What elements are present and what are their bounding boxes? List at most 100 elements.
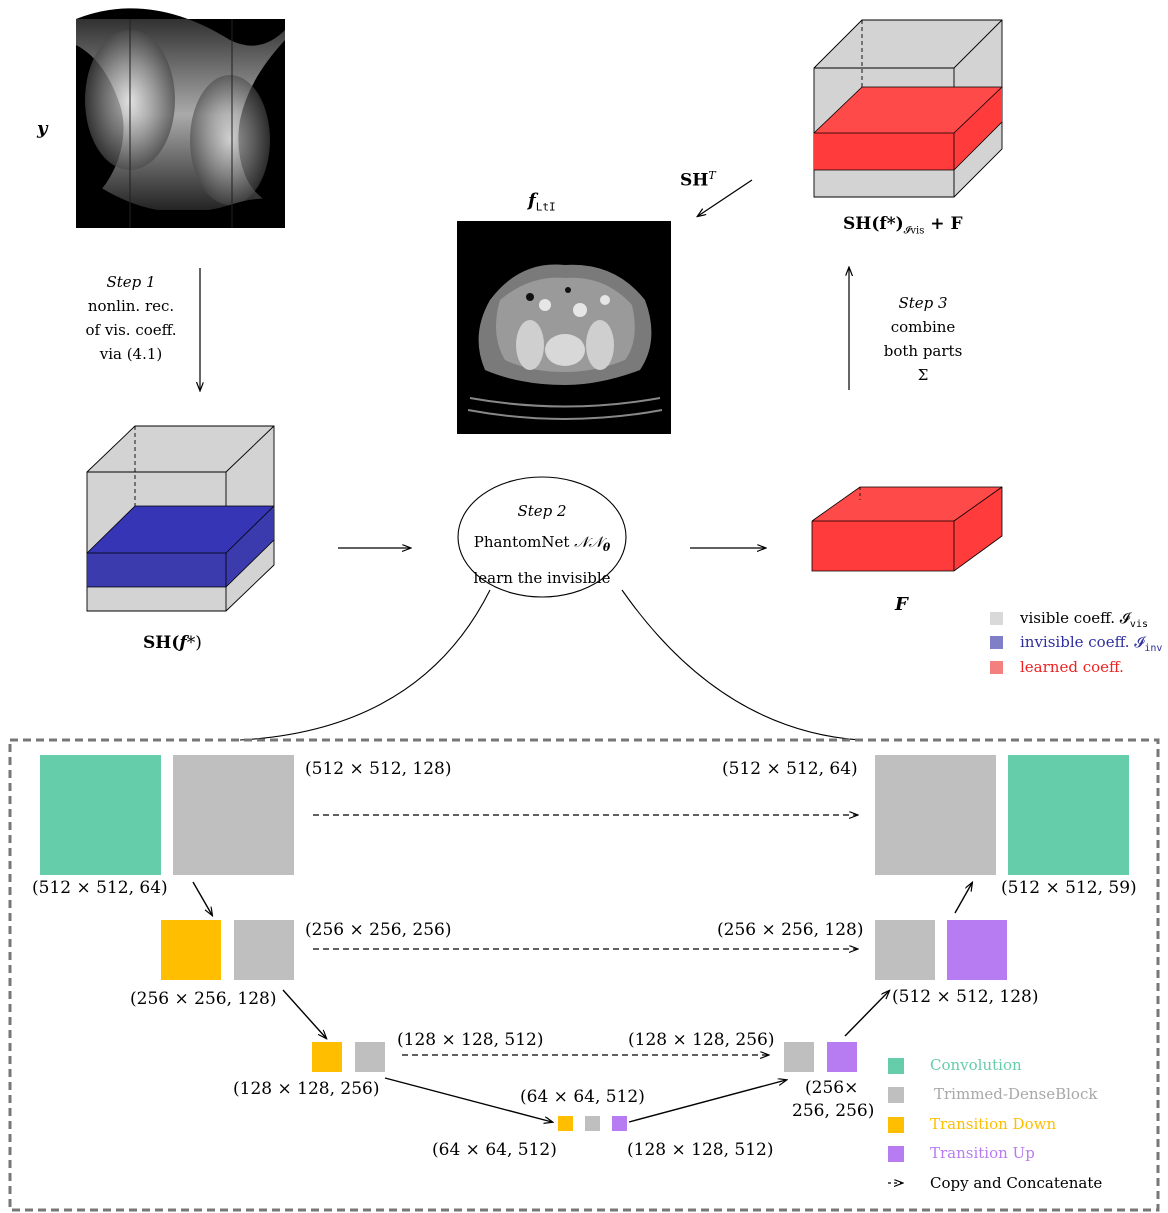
step1-text: Step 1 nonlin. rec. of vis. coeff. via (… [76,270,186,366]
legend-dense-swatch [888,1087,904,1103]
dim-label-9: (128 × 128, 512) [397,1030,544,1050]
sht-text: SH [680,170,709,191]
sinogram-image [76,8,285,228]
step2-line2: learn the invisible [473,569,611,587]
legend-learned-swatch [990,661,1003,674]
sht-sup: T [708,169,716,182]
sht-arrow [698,179,753,216]
dense-block-enc3 [355,1042,385,1072]
legend-down-text: Transition Down [930,1115,1057,1133]
left-cube-label: SH(f*) [143,633,202,653]
dim-label-12b: 256, 256) [792,1101,875,1121]
step3-line1: combine [890,318,956,336]
legend-invisible-sub: inv [1144,643,1163,654]
down-block-3 [558,1116,573,1131]
dim-label-4: (512 × 512, 59) [1001,878,1137,898]
learned-slab [811,486,1003,572]
f-lti-sub: LtI [535,200,556,214]
dense-block-enc1 [173,755,294,875]
step2-symbol: 𝒩𝒩 [574,533,603,551]
zoom-curve-right [621,589,861,741]
phantomnet-ellipse [457,476,627,598]
legend-visible-label: visible coeff. 𝓘 [1020,609,1130,627]
conv-block-in [40,755,161,875]
dim-label-11: (128 × 128, 256) [233,1079,380,1099]
down-block-2 [312,1042,342,1072]
up-block-1 [947,920,1007,980]
legend-visible-swatch [990,612,1003,625]
legend-up-swatch [888,1146,904,1162]
up-block-2 [827,1042,857,1072]
network-frame [8,738,1160,1212]
legend-down-swatch [888,1117,904,1133]
step2-sub: θ [602,541,611,554]
legend-copy-text: Copy and Concatenate [930,1174,1103,1192]
dim-label-5: (256 × 256, 256) [305,920,452,940]
up-arrow-1 [628,1080,786,1123]
dense-block-dec2 [875,920,935,980]
dim-label-13: (64 × 64, 512) [520,1087,645,1107]
up-block-3 [612,1116,627,1131]
step3-line2: both parts [883,342,963,360]
dim-label-14: (64 × 64, 512) [432,1140,557,1160]
left-cube-suffix: *) [186,633,202,653]
legend-dense-text: Trimmed-DenseBlock [934,1085,1098,1103]
right-cube [813,19,1003,198]
sht-label: SHT [680,169,716,191]
step3-text: Step 3 combine both parts Σ [868,291,978,387]
left-cube [86,425,275,612]
step2-text: Step 2 PhantomNet 𝒩𝒩θ learn the invisibl… [462,496,622,594]
step2-line1: PhantomNet 𝒩𝒩θ [462,527,622,563]
dim-label-10: (128 × 128, 256) [628,1030,775,1050]
step1-line2: of vis. coeff. [85,321,177,339]
dim-label-15: (128 × 128, 512) [627,1140,774,1160]
step1-line1: nonlin. rec. [87,297,175,315]
F-label: F [895,594,908,615]
legend-conv-swatch [888,1058,904,1074]
down-block-1 [161,920,221,980]
legend-visible-text: visible coeff. 𝓘vis [1020,609,1148,630]
down-arrow-2 [282,989,326,1038]
dense-block-bottleneck [585,1116,600,1131]
step1-line3: via (4.1) [99,345,163,363]
dim-label-3: (512 × 512, 64) [32,878,168,898]
down-arrow-3 [384,1077,552,1122]
left-cube-prefix: SH( [143,633,180,653]
legend-visible-sub: vis [1129,619,1148,630]
step1-title: Step 1 [106,273,156,291]
step3-line3: Σ [917,366,929,384]
right-cube-main: SH(f*) [843,214,904,234]
legend-conv-text: Convolution [930,1056,1022,1074]
dim-label-1: (512 × 512, 128) [305,759,452,779]
legend-invisible-text: invisible coeff. 𝓘inv [1020,633,1162,654]
dim-label-6: (256 × 256, 128) [717,920,864,940]
dense-block-dec3 [784,1042,814,1072]
dim-label-7: (256 × 256, 128) [130,989,277,1009]
f-lti-label: fLtI [528,190,556,214]
legend-invisible-swatch [990,636,1003,649]
up-arrow-3 [954,883,972,914]
y-label: y [37,118,48,139]
left-cube-var: f [179,633,187,653]
legend-invisible-label: invisible coeff. 𝓘 [1020,633,1145,651]
dim-label-12a: (256× [805,1078,859,1098]
legend-learned-text: learned coeff. [1020,658,1124,676]
step2-title: Step 2 [517,502,567,520]
up-arrow-2 [844,991,889,1037]
down-arrow-1 [192,881,212,915]
conv-block-out [1008,755,1129,875]
step3-title: Step 3 [898,294,948,312]
f-lti-var: f [528,190,536,211]
right-cube-label: SH(f*)𝓘vis + F [843,214,963,237]
dim-label-2: (512 × 512, 64) [722,759,858,779]
step2-prefix: PhantomNet [473,533,575,551]
right-cube-sub: 𝓘vis [903,225,925,237]
zoom-curve-left [239,589,491,741]
legend-up-text: Transition Up [930,1144,1035,1162]
dense-block-enc2 [234,920,294,980]
dense-block-dec1 [875,755,996,875]
right-cube-plus: + F [924,214,963,234]
dim-label-8: (512 × 512, 128) [892,987,1039,1007]
